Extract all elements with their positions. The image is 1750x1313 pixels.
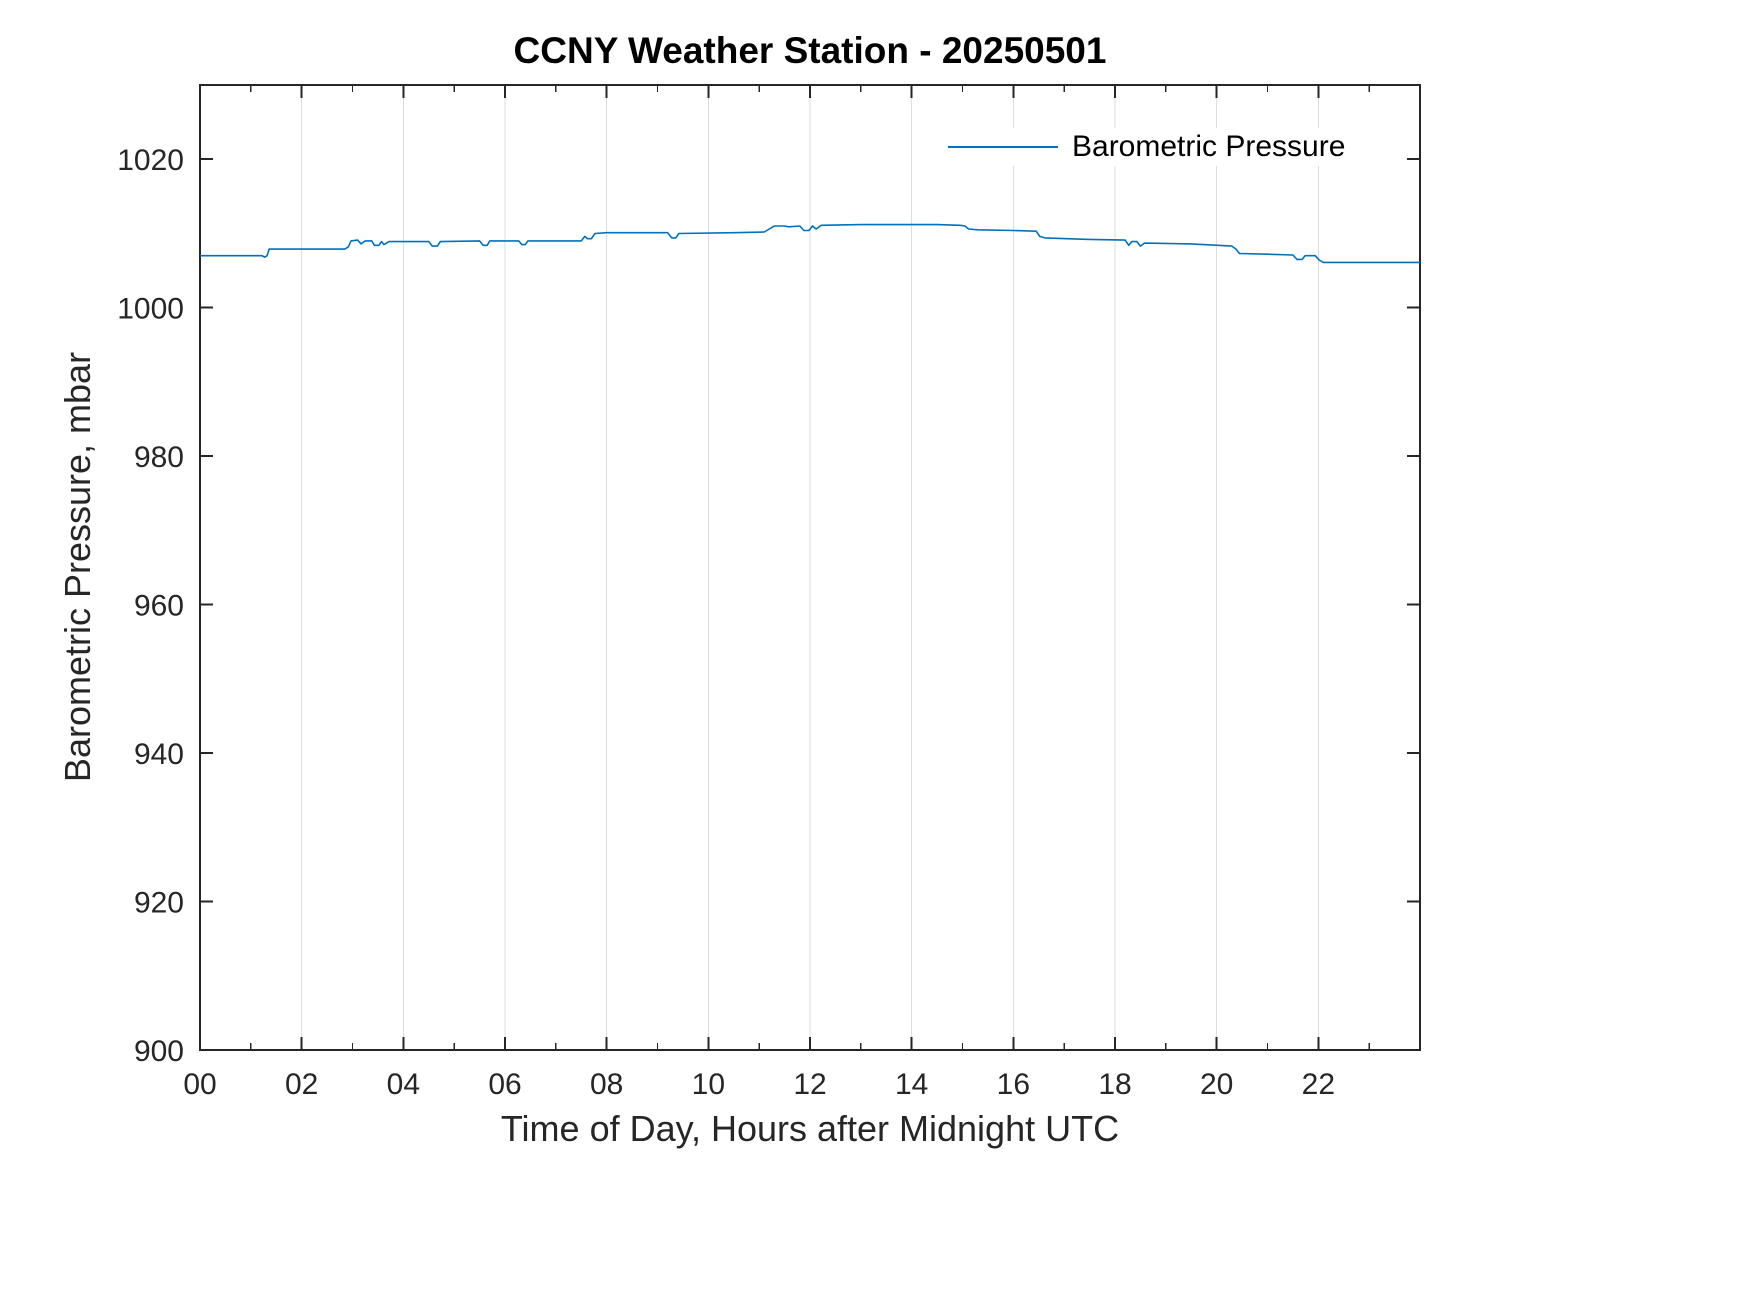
y-tick-label: 980: [134, 441, 184, 474]
x-tick-label: 06: [488, 1068, 521, 1101]
legend-line-sample: [948, 146, 1058, 148]
x-tick-label: 16: [997, 1068, 1030, 1101]
y-tick-label: 920: [134, 887, 184, 920]
x-tick-label: 02: [285, 1068, 318, 1101]
y-tick-label: 960: [134, 590, 184, 623]
y-tick-label: 900: [134, 1035, 184, 1068]
y-tick-label: 940: [134, 738, 184, 771]
axes-box: [199, 84, 1421, 1051]
y-tick-label: 1020: [117, 144, 184, 177]
legend-label: Barometric Pressure: [1072, 130, 1346, 163]
x-tick-label: 12: [793, 1068, 826, 1101]
x-tick-label: 04: [387, 1068, 420, 1101]
x-tick-label: 18: [1098, 1068, 1131, 1101]
x-tick-label: 08: [590, 1068, 623, 1101]
legend: Barometric Pressure: [948, 128, 1346, 166]
x-tick-label: 10: [692, 1068, 725, 1101]
x-tick-label: 22: [1302, 1068, 1335, 1101]
x-tick-label: 00: [183, 1068, 216, 1101]
chart-title: CCNY Weather Station - 20250501: [513, 30, 1107, 71]
pressure-line: [200, 223, 1420, 264]
y-tick-label: 1000: [117, 293, 184, 326]
x-tick-label: 20: [1200, 1068, 1233, 1101]
x-axis-label: Time of Day, Hours after Midnight UTC: [500, 1108, 1120, 1149]
x-tick-label: 14: [895, 1068, 928, 1101]
